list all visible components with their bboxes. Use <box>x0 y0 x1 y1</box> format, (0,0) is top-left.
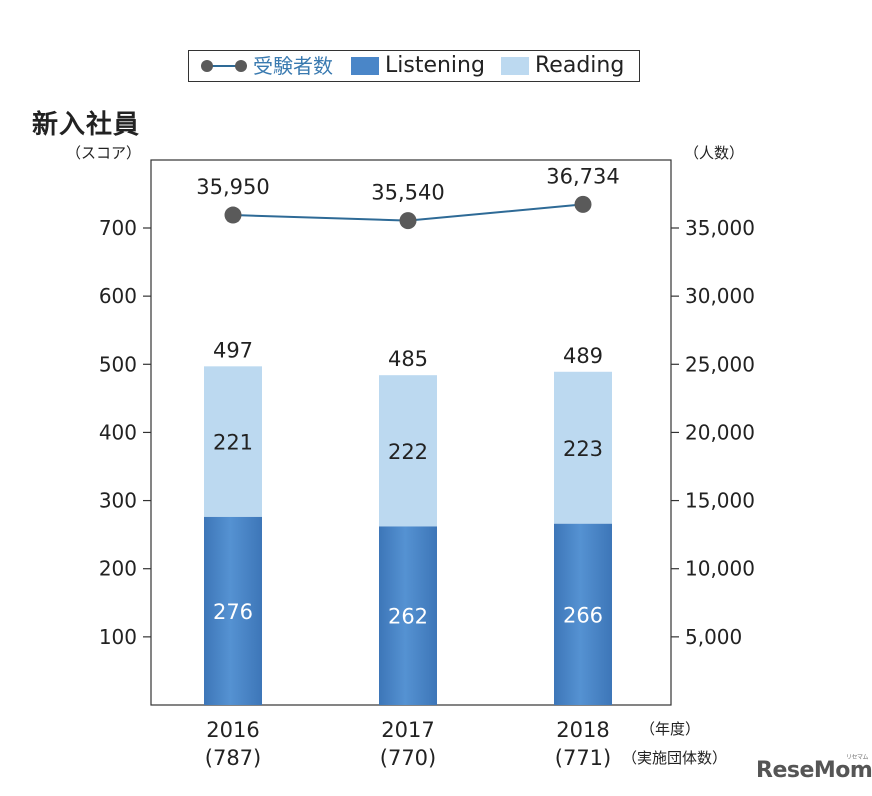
line-point-2017 <box>400 212 417 229</box>
y-left-tick-label-600: 600 <box>99 284 137 308</box>
line-point-2018 <box>575 196 592 213</box>
y-left-tick-label-700: 700 <box>99 216 137 240</box>
y-left-tick-label-100: 100 <box>99 625 137 649</box>
data-label-total-2017: 485 <box>388 347 428 371</box>
x-axis-unit: （年度） <box>640 718 700 739</box>
x-tick-label-2016: 2016 <box>206 718 259 742</box>
watermark-logo: ReseMom リセマム <box>756 758 872 783</box>
line-label-2018: 36,734 <box>546 164 619 188</box>
y-left-tick-label-400: 400 <box>99 420 137 444</box>
data-label-listening-2016: 276 <box>213 600 253 624</box>
line-point-2016 <box>225 207 242 224</box>
legend-reading-swatch <box>501 57 529 75</box>
x-axis-sub-unit: （実施団体数） <box>622 747 727 768</box>
watermark-sub: リセマム <box>846 752 868 761</box>
data-label-listening-2018: 266 <box>563 603 603 627</box>
left-axis-unit: （スコア） <box>66 142 141 163</box>
data-label-reading-2017: 222 <box>388 440 428 464</box>
data-label-listening-2017: 262 <box>388 605 428 629</box>
line-label-2017: 35,540 <box>371 181 444 205</box>
right-axis-unit: （人数） <box>684 142 744 163</box>
data-label-reading-2018: 223 <box>563 437 603 461</box>
x-tick-label-2018: 2018 <box>556 718 609 742</box>
y-left-tick-label-500: 500 <box>99 352 137 376</box>
y-left-tick-label-300: 300 <box>99 489 137 513</box>
y-right-tick-label-15000: 15,000 <box>685 489 755 513</box>
chart-title: 新入社員 <box>32 104 140 141</box>
legend-listening-swatch <box>351 57 379 75</box>
legend-listening-label: Listening <box>385 51 485 81</box>
x-tick-label-2017: 2017 <box>381 718 434 742</box>
data-label-total-2018: 489 <box>563 344 603 368</box>
line-label-2016: 35,950 <box>196 175 269 199</box>
y-right-tick-label-25000: 25,000 <box>685 352 755 376</box>
y-left-tick-label-200: 200 <box>99 557 137 581</box>
watermark-text: ReseMom <box>756 758 872 783</box>
legend-reading-label: Reading <box>535 51 624 81</box>
x-tick-sublabel-2018: (771) <box>555 746 611 770</box>
y-right-tick-label-30000: 30,000 <box>685 284 755 308</box>
y-right-tick-label-10000: 10,000 <box>685 557 755 581</box>
x-tick-sublabel-2016: (787) <box>205 746 261 770</box>
data-label-total-2016: 497 <box>213 338 253 362</box>
legend-line-marker-icon <box>199 57 249 75</box>
x-tick-sublabel-2017: (770) <box>380 746 436 770</box>
y-right-tick-label-5000: 5,000 <box>685 625 742 649</box>
legend: 受験者数 Listening Reading <box>188 50 640 82</box>
y-right-tick-label-20000: 20,000 <box>685 420 755 444</box>
legend-line-label: 受験者数 <box>253 51 333 81</box>
y-right-tick-label-35000: 35,000 <box>685 216 755 240</box>
data-label-reading-2016: 221 <box>213 431 253 455</box>
